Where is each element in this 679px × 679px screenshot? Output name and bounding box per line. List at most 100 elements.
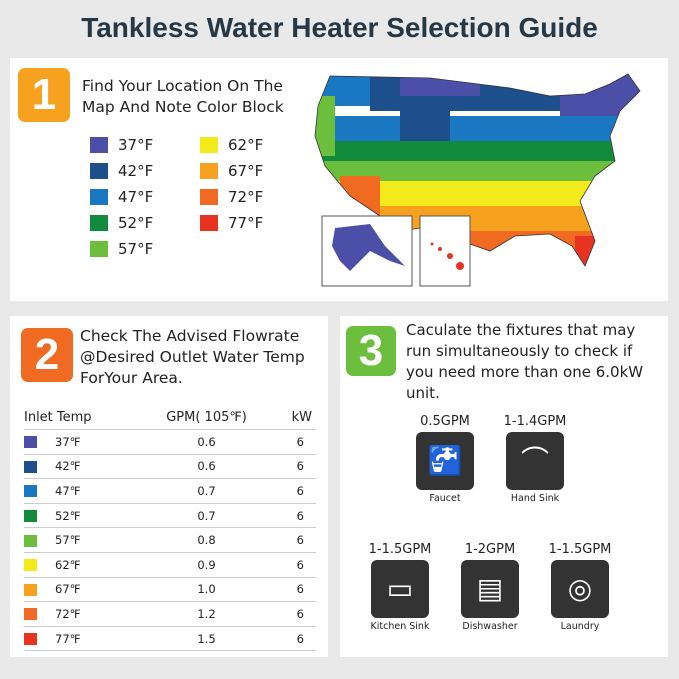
legend-item: 57°F — [90, 240, 153, 258]
legend-label: 72°F — [228, 188, 264, 206]
flowrate-table: Inlet Temp GPM( 105℉) kW 37℉ 0.6 6 42℉ 0.6 6 4… — [24, 408, 316, 652]
fixture-gpm: 1-1.5GPM — [548, 542, 612, 557]
legend-label: 47°F — [118, 188, 154, 206]
legend-label: 57°F — [118, 240, 154, 258]
color-swatch — [90, 137, 108, 153]
legend-item: 62°F — [200, 136, 263, 154]
fixture-dishwasher: 1-2GPM ▤ Dishwasher — [445, 542, 535, 632]
table-row: 67℉ 1.0 6 — [24, 577, 316, 603]
kw-cell: 6 — [274, 552, 316, 578]
gpm-cell: 0.9 — [138, 552, 275, 578]
step3-number: 3 — [346, 326, 396, 376]
legend-label: 67°F — [228, 162, 264, 180]
color-swatch — [24, 583, 37, 596]
page-title: Tankless Water Heater Selection Guide — [81, 12, 598, 43]
inlet-temp-cell: 37℉ — [24, 429, 139, 455]
kw-cell: 6 — [274, 478, 316, 504]
table-row: 42℉ 0.6 6 — [24, 454, 316, 480]
color-swatch — [90, 163, 108, 179]
gpm-cell: 0.7 — [138, 503, 275, 529]
step2-panel: 2 Check The Advised Flowrate @Desired Ou… — [10, 316, 328, 657]
kw-cell: 6 — [274, 454, 316, 480]
step1-number: 1 — [18, 68, 70, 122]
gpm-cell: 1.5 — [138, 626, 275, 652]
fixture-label: Faucet — [429, 493, 461, 504]
gpm-cell: 1.0 — [138, 577, 275, 603]
fixture-gpm: 1-1.4GPM — [503, 414, 567, 429]
fixture-label: Hand Sink — [510, 493, 560, 504]
legend-label: 52°F — [118, 214, 154, 232]
table-row: 62℉ 0.9 6 — [24, 552, 316, 578]
table-row: 77℉ 1.5 6 — [24, 626, 316, 652]
fixture-gpm: 0.5GPM — [420, 414, 470, 429]
temp-value: 72℉ — [55, 606, 81, 621]
legend-label: 62°F — [228, 136, 264, 154]
legend-label: 42°F — [118, 162, 154, 180]
legend-item: 72°F — [200, 188, 263, 206]
kw-cell: 6 — [274, 626, 316, 652]
dishwasher-icon: ▤ — [461, 560, 519, 618]
color-swatch — [24, 485, 37, 498]
color-swatch — [200, 137, 218, 153]
step1-panel: 1 Find Your Location On The Map And Note… — [10, 58, 668, 301]
legend-item: 67°F — [200, 162, 263, 180]
color-swatch — [200, 215, 218, 231]
table-row: 72℉ 1.2 6 — [24, 601, 316, 627]
kitchen-sink-icon: ▭ — [371, 560, 429, 618]
us-temperature-map — [314, 73, 641, 287]
legend-item: 37°F — [90, 136, 153, 154]
inlet-temp-cell: 77℉ — [24, 626, 139, 652]
inlet-temp-cell: 57℉ — [24, 527, 139, 553]
header-kw: kW — [274, 408, 316, 430]
inlet-temp-cell: 67℉ — [24, 577, 139, 603]
temp-value: 42℉ — [55, 459, 81, 474]
color-swatch — [90, 241, 108, 257]
gpm-cell: 0.6 — [138, 429, 275, 455]
fixture-gpm: 1-2GPM — [464, 542, 516, 557]
table-row: 57℉ 0.8 6 — [24, 527, 316, 553]
color-swatch — [200, 189, 218, 205]
legend-label: 77°F — [228, 214, 264, 232]
legend-item: 77°F — [200, 214, 263, 232]
legend-label: 37°F — [118, 136, 154, 154]
table-row: 52℉ 0.7 6 — [24, 503, 316, 529]
color-swatch — [24, 460, 37, 473]
temp-value: 62℉ — [55, 557, 81, 572]
color-swatch — [24, 559, 37, 572]
fixture-laundry: 1-1.5GPM ◎ Laundry — [535, 542, 625, 632]
inlet-temp-cell: 62℉ — [24, 552, 139, 578]
color-swatch — [24, 534, 37, 547]
fixture-label: Kitchen Sink — [370, 621, 430, 632]
alaska-shape — [332, 224, 405, 271]
gpm-cell: 1.2 — [138, 601, 275, 627]
color-swatch — [24, 608, 37, 621]
temp-value: 52℉ — [55, 508, 81, 523]
step2-number: 2 — [21, 328, 73, 382]
gpm-cell: 0.7 — [138, 478, 275, 504]
fixture-label: Laundry — [560, 621, 600, 632]
fixture-gpm: 1-1.5GPM — [368, 542, 432, 557]
kw-cell: 6 — [274, 527, 316, 553]
inlet-temp-cell: 52℉ — [24, 503, 139, 529]
step1-text: Find Your Location On The Map And Note C… — [82, 77, 284, 116]
hand-sink-icon: ⌒ — [506, 432, 564, 490]
table-row: 37℉ 0.6 6 — [24, 429, 316, 455]
inlet-temp-cell: 47℉ — [24, 478, 139, 504]
color-swatch — [24, 633, 37, 646]
kw-cell: 6 — [274, 577, 316, 603]
step2-text: Check The Advised Flowrate @Desired Outl… — [80, 327, 305, 387]
temp-value: 67℉ — [55, 582, 81, 597]
temp-value: 37℉ — [55, 434, 81, 449]
kw-cell: 6 — [274, 429, 316, 455]
color-swatch — [24, 436, 37, 449]
color-swatch — [90, 215, 108, 231]
laundry-icon: ◎ — [551, 560, 609, 618]
header-inlet-temp: Inlet Temp — [24, 408, 139, 430]
legend-item: 42°F — [90, 162, 153, 180]
header-gpm: GPM( 105℉) — [138, 408, 275, 430]
temp-value: 57℉ — [55, 533, 81, 548]
color-swatch — [200, 163, 218, 179]
step3-text: Caculate the fixtures that may run simul… — [406, 321, 644, 402]
inlet-temp-cell: 72℉ — [24, 601, 139, 627]
fixture-kitchen-sink: 1-1.5GPM ▭ Kitchen Sink — [355, 542, 445, 632]
